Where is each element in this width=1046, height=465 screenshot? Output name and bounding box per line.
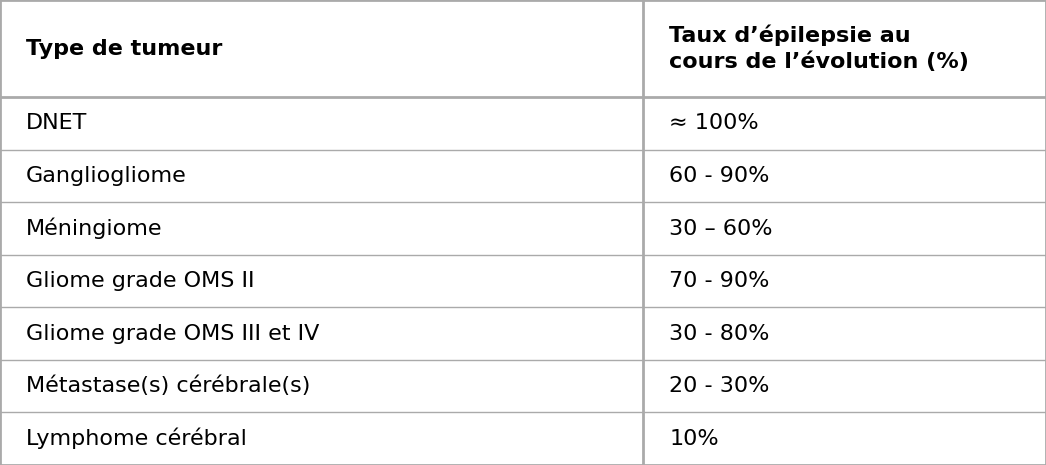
Text: 20 - 30%: 20 - 30% (669, 376, 770, 396)
Text: Gangliogliome: Gangliogliome (26, 166, 187, 186)
Text: Type de tumeur: Type de tumeur (26, 39, 223, 59)
Text: 60 - 90%: 60 - 90% (669, 166, 770, 186)
Text: ≈ 100%: ≈ 100% (669, 113, 759, 133)
Text: Gliome grade OMS III et IV: Gliome grade OMS III et IV (26, 324, 319, 344)
Text: DNET: DNET (26, 113, 88, 133)
Text: Métastase(s) cérébrale(s): Métastase(s) cérébrale(s) (26, 376, 311, 397)
Text: Lymphome cérébral: Lymphome cérébral (26, 428, 247, 450)
Text: 30 – 60%: 30 – 60% (669, 219, 773, 239)
Text: Gliome grade OMS II: Gliome grade OMS II (26, 271, 254, 291)
Text: Taux d’épilepsie au
cours de l’évolution (%): Taux d’épilepsie au cours de l’évolution… (669, 25, 970, 73)
Text: 70 - 90%: 70 - 90% (669, 271, 770, 291)
Text: Méningiome: Méningiome (26, 218, 162, 239)
Text: 10%: 10% (669, 429, 719, 449)
Text: 30 - 80%: 30 - 80% (669, 324, 770, 344)
